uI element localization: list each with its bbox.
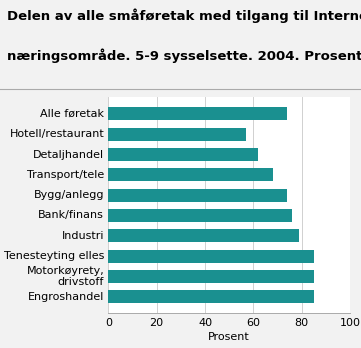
Bar: [108, 290, 314, 303]
Bar: [108, 168, 273, 181]
Text: næringsområde. 5-9 sysselsette. 2004. Prosent: næringsområde. 5-9 sysselsette. 2004. Pr…: [7, 49, 361, 63]
Bar: [108, 250, 314, 263]
Bar: [108, 128, 246, 141]
Bar: [108, 107, 287, 120]
Bar: [108, 209, 292, 222]
Bar: [108, 148, 258, 161]
Bar: [108, 189, 287, 202]
X-axis label: Prosent: Prosent: [208, 332, 250, 342]
Bar: [108, 229, 299, 243]
Text: Delen av alle småføretak med tilgang til Internett, etter: Delen av alle småføretak med tilgang til…: [7, 9, 361, 23]
Bar: [108, 270, 314, 283]
